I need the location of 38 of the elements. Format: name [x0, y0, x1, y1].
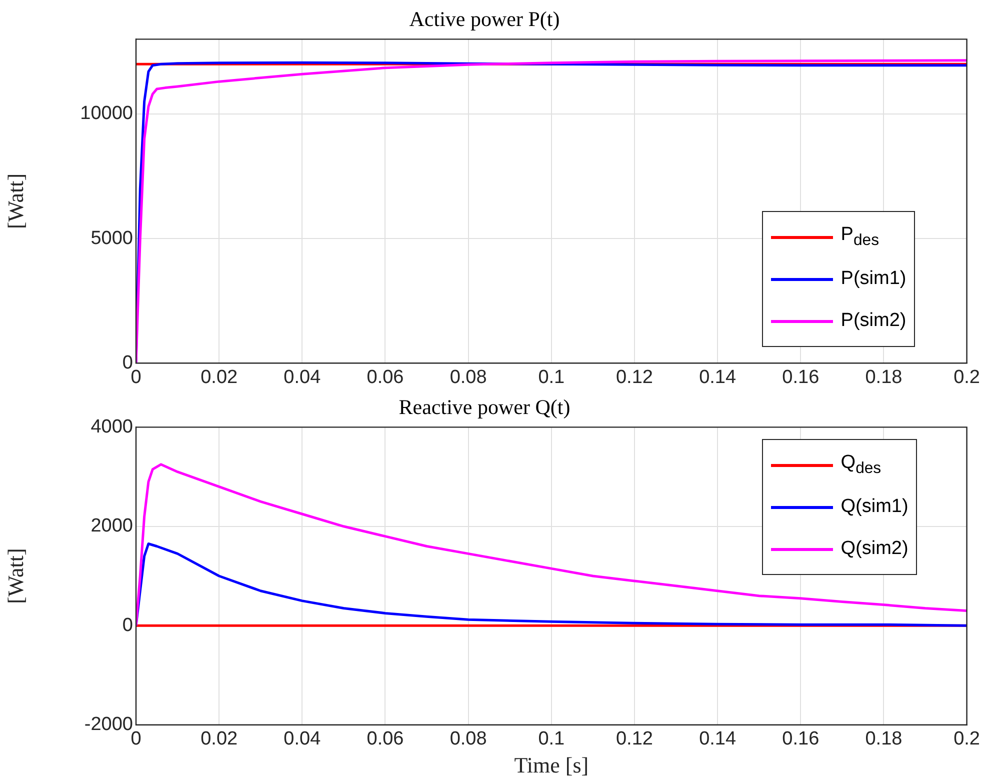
y-tick-label: 5000 [90, 228, 133, 249]
y-tick-label: 10000 [80, 103, 133, 124]
x-tick-label: 0.2 [954, 728, 980, 750]
y-tick-label: 0 [122, 614, 133, 636]
y-tick-label: -2000 [84, 714, 133, 736]
x-axis-title: Time [s] [514, 752, 589, 778]
chart-title: Reactive power Q(t) [398, 395, 570, 420]
x-tick-label: 0.2 [954, 366, 980, 388]
x-tick-label: 0.06 [366, 728, 404, 750]
y-tick-label: 0 [122, 352, 133, 374]
y-tick-label: 2000 [90, 516, 133, 537]
x-tick-label: 0.08 [450, 366, 487, 388]
x-tick-label: 0.08 [450, 728, 487, 750]
y-axis-title: [Watt] [2, 548, 28, 604]
x-tick-label: 0.18 [865, 728, 902, 750]
chart-title: Active power P(t) [409, 7, 560, 32]
x-tick-label: 0.12 [616, 366, 653, 388]
legend-label: Q(sim1) [840, 496, 908, 518]
x-tick-label: 0.02 [200, 728, 238, 750]
legend-label: P(sim2) [840, 310, 906, 332]
x-tick-label: 0.16 [782, 366, 820, 388]
legend-label: Q(sim2) [840, 538, 908, 560]
x-tick-label: 0.04 [284, 366, 322, 388]
y-axis-title: [Watt] [2, 173, 28, 230]
legend-label: Q$_{des}$ [840, 452, 882, 478]
legend-label: P$_{des}$ [840, 224, 879, 250]
x-tick-label: 0.04 [284, 728, 322, 750]
legend-label: P(sim1) [840, 268, 906, 290]
x-tick-label: 0.18 [865, 366, 902, 388]
x-tick-label: 0.14 [699, 728, 736, 750]
y-tick-label: 4000 [90, 416, 133, 438]
x-tick-label: 0.1 [538, 366, 565, 388]
x-tick-label: 0.16 [782, 728, 820, 750]
x-tick-label: 0.1 [538, 728, 565, 750]
x-tick-label: 0.02 [200, 366, 238, 388]
x-tick-label: 0.12 [616, 728, 653, 750]
x-tick-label: 0.14 [699, 366, 736, 388]
x-tick-label: 0.06 [366, 366, 404, 388]
